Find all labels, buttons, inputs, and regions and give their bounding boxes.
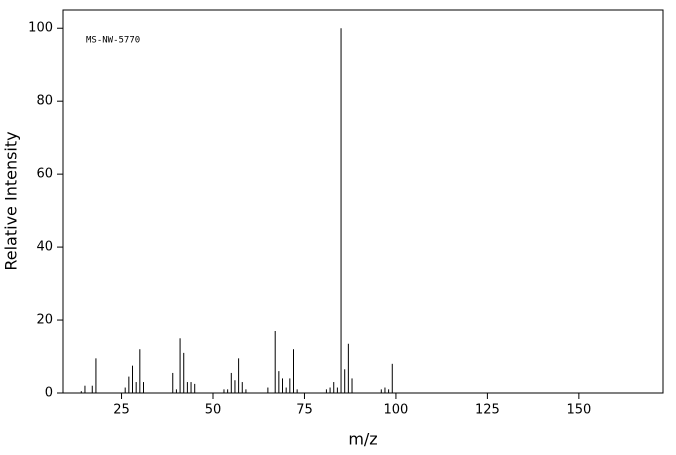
x-tick-label: 75 — [296, 403, 313, 418]
y-tick-label: 40 — [36, 240, 53, 255]
y-tick-label: 20 — [36, 313, 53, 328]
y-tick-label: 60 — [36, 167, 53, 182]
plot-frame — [62, 9, 664, 394]
x-tick-label: 150 — [566, 403, 591, 418]
x-tick-label: 25 — [113, 403, 130, 418]
y-tick-label: 100 — [28, 21, 53, 36]
y-axis-label: Relative Intensity — [2, 131, 21, 270]
x-tick-label: 50 — [205, 403, 222, 418]
x-tick-label: 125 — [475, 403, 500, 418]
x-axis-label: m/z — [348, 430, 377, 449]
y-tick-label: 80 — [36, 94, 53, 109]
annotation: MS-NW-5770 — [86, 36, 140, 46]
x-tick-label: 100 — [384, 403, 409, 418]
y-tick-label: 0 — [45, 386, 53, 401]
